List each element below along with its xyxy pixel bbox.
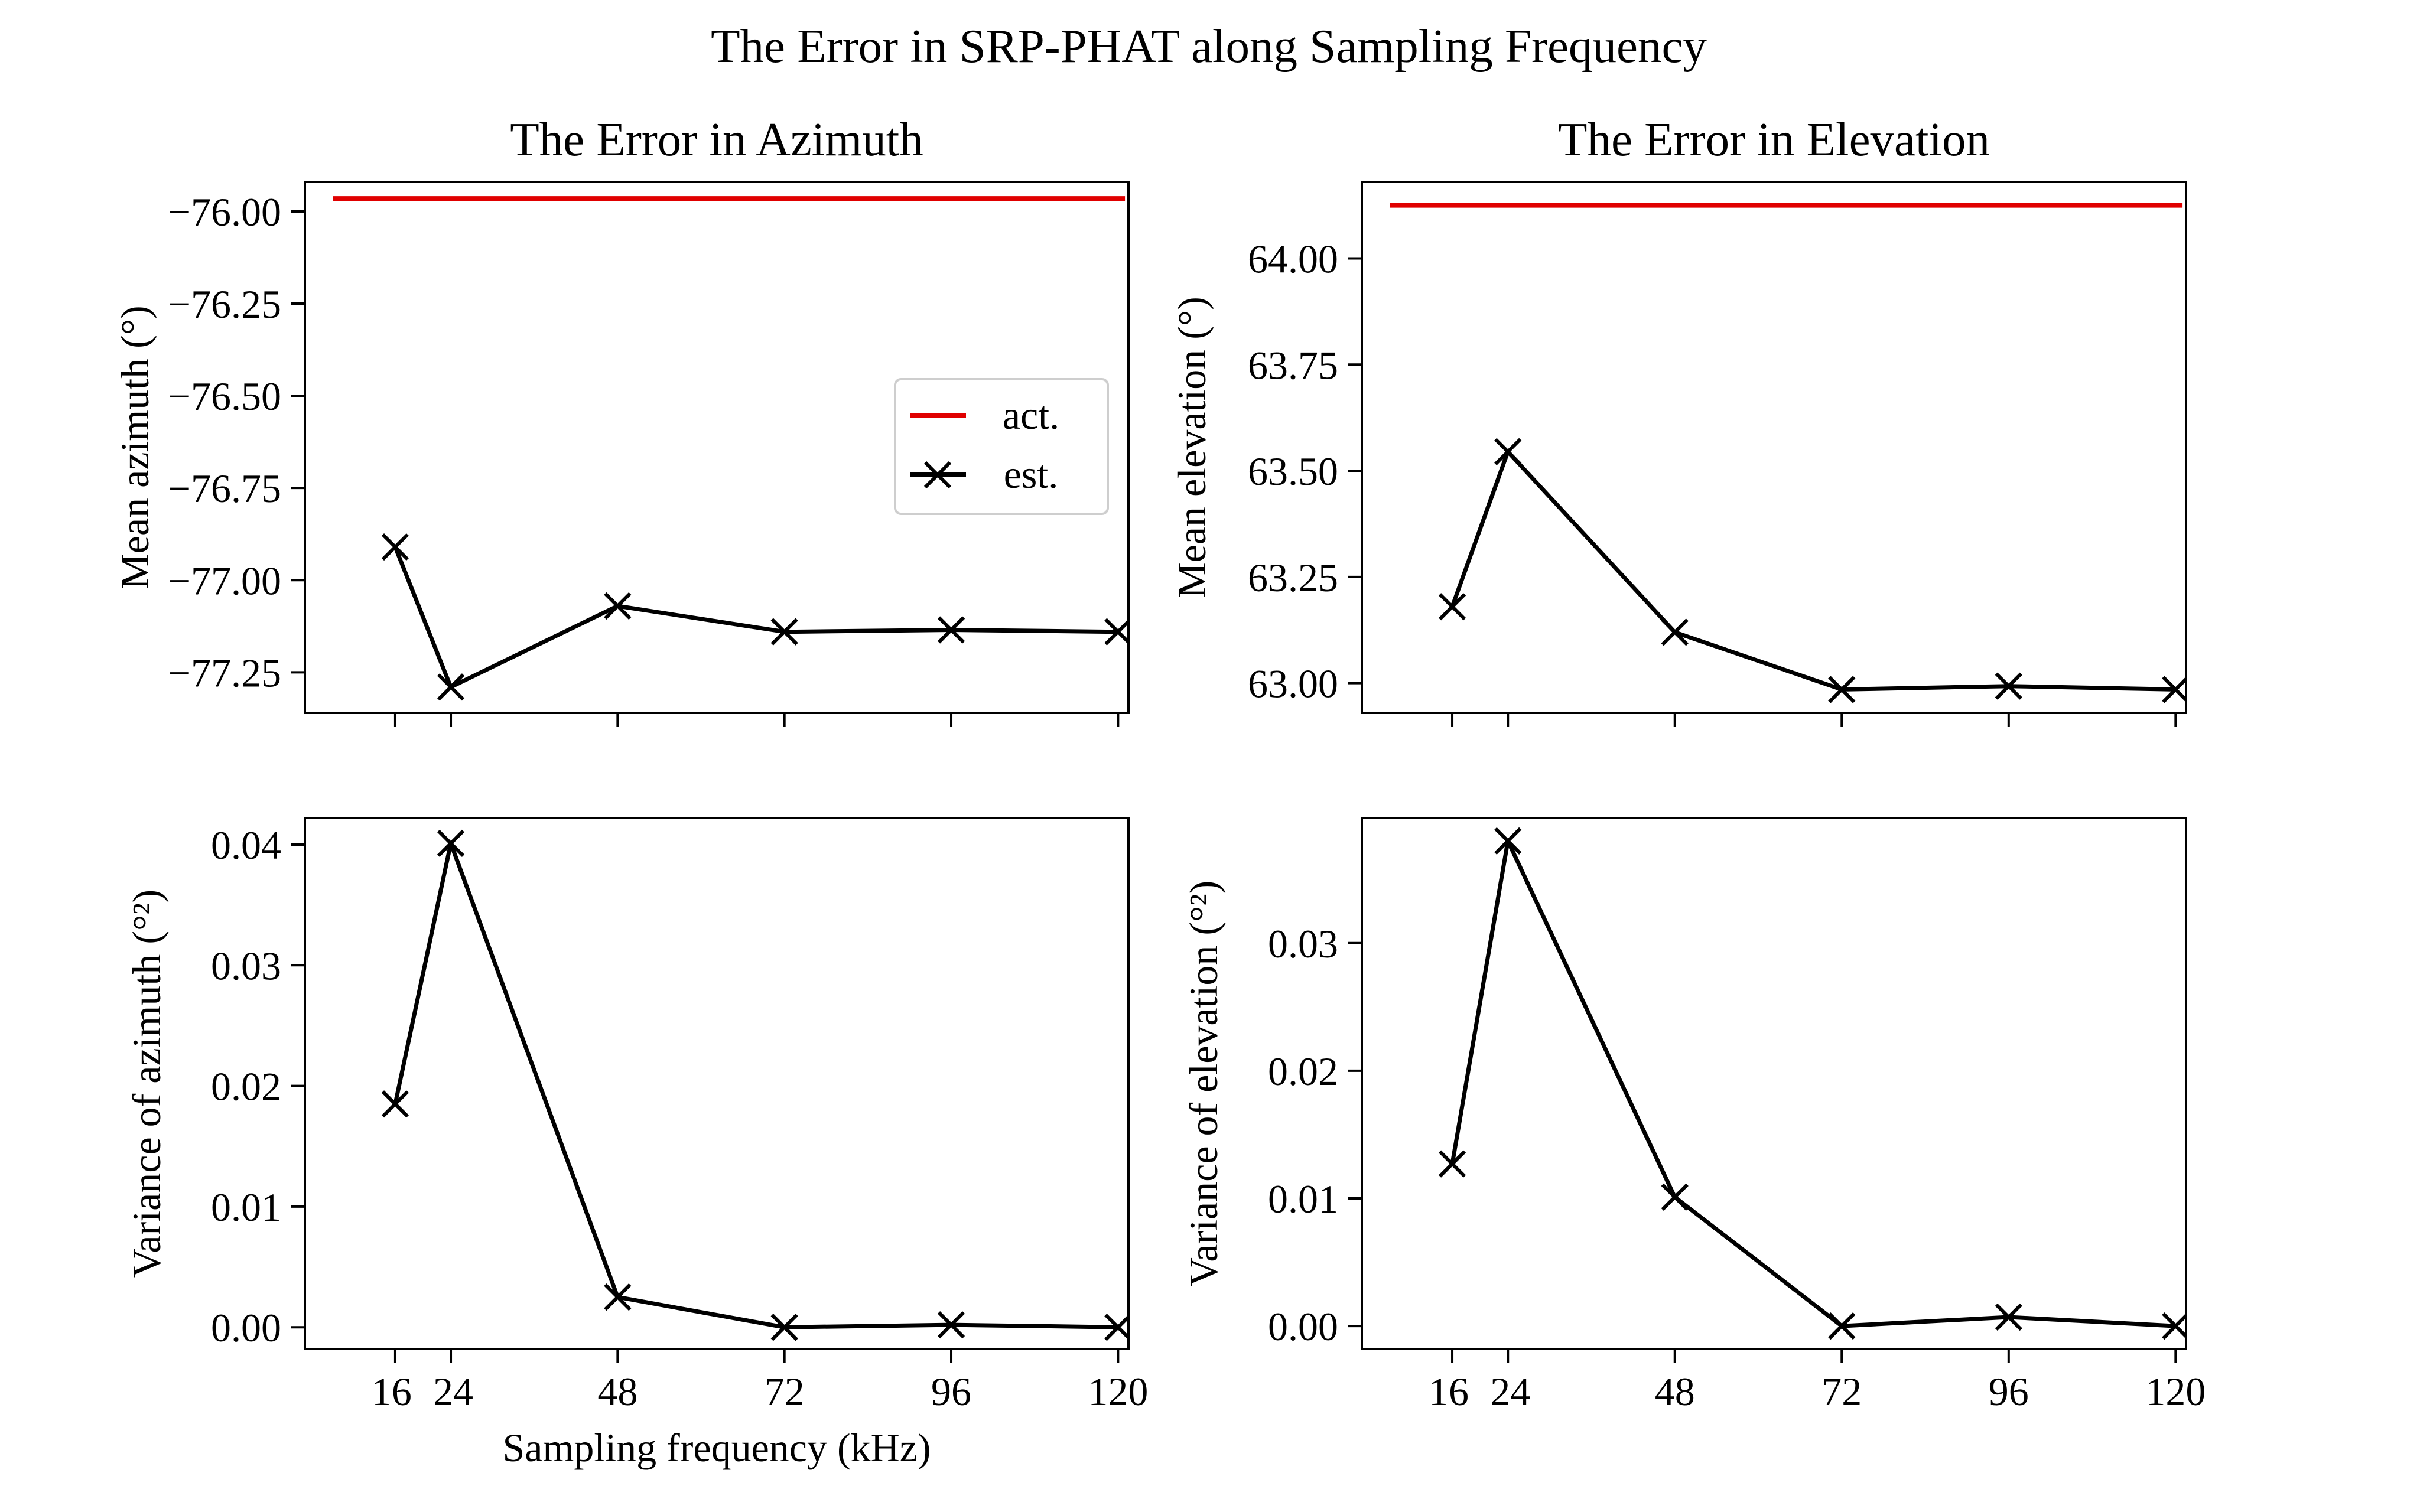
y-tick-label: 0.02 — [211, 1064, 281, 1109]
x-tick-label: 16 — [372, 1369, 412, 1414]
data-point-marker — [1438, 593, 1466, 621]
chart-panel-top-right: 63.00 63.25 63.50 63.75 64.00 The Error in El… — [1169, 113, 2187, 727]
series-line-estimated — [393, 841, 1118, 1329]
x-tick-label: 24 — [1490, 1369, 1530, 1414]
x-tick-label: 120 — [1088, 1369, 1148, 1414]
y-tick-label: 0.01 — [1268, 1177, 1338, 1221]
y-axis-label: Mean azimuth (°) — [112, 305, 157, 589]
legend-label: act. — [1003, 393, 1059, 438]
data-point-marker — [1828, 1312, 1856, 1340]
data-point-marker — [381, 1090, 409, 1118]
y-tick-label: 63.75 — [1248, 343, 1338, 387]
axes-frame — [304, 181, 1130, 714]
y-tick-label: −77.25 — [168, 650, 281, 695]
data-point-marker — [770, 1314, 798, 1341]
y-tick-label: −76.00 — [168, 190, 281, 234]
data-point-marker — [2162, 676, 2186, 703]
chart-panel-bottom-right: 16 24 48 72 96 120 0.00 0.01 0.02 0.03 Variance of… — [1181, 817, 2206, 1414]
x-tick-label: 96 — [1989, 1369, 2029, 1414]
chart-panel-top-left: −76.00 −76.25 −76.50 −76.75 −77.00 −77.25 The … — [112, 113, 1130, 727]
figure-suptitle: The Error in SRP-PHAT along Sampling Fre… — [711, 19, 1707, 73]
data-point-marker — [1494, 827, 1522, 855]
y-axis-label: Mean elevation (°) — [1169, 296, 1214, 598]
y-tick-label: 0.02 — [1268, 1049, 1338, 1094]
y-tick-label: −76.25 — [168, 282, 281, 327]
x-axis-label: Sampling frequency (kHz) — [502, 1425, 931, 1470]
data-point-marker — [1104, 618, 1128, 646]
data-point-marker — [437, 829, 465, 858]
y-tick-label: 63.00 — [1248, 662, 1338, 706]
axes-layer: −76.00 −76.25 −76.50 −76.75 −77.00 −77.25 The … — [112, 113, 2206, 1470]
legend-label: est. — [1004, 452, 1059, 497]
x-tick-label: 24 — [433, 1369, 473, 1414]
data-point-marker — [1494, 438, 1522, 465]
series-group — [333, 196, 1128, 701]
y-tick-label: 0.00 — [1268, 1304, 1338, 1349]
y-tick-label: 64.00 — [1248, 236, 1338, 281]
legend-item: est. — [910, 452, 1058, 497]
data-point-marker — [937, 1311, 965, 1339]
data-point-marker — [1104, 1314, 1128, 1341]
data-point-marker — [770, 618, 798, 646]
x-tick-label: 48 — [1655, 1369, 1695, 1414]
y-axis-label: Variance of azimuth (°²) — [124, 889, 169, 1278]
y-tick-label: 63.50 — [1248, 449, 1338, 494]
y-tick-label: 0.04 — [211, 823, 281, 868]
x-tick-label: 96 — [931, 1369, 971, 1414]
x-tick-label: 16 — [1429, 1369, 1469, 1414]
data-point-marker — [604, 1283, 632, 1311]
data-point-marker — [437, 673, 465, 701]
chart-panel-bottom-left: 16 24 48 72 96 120 0.00 0.01 0.02 0.03 0.04 Samplin… — [124, 817, 1148, 1470]
data-point-marker — [937, 616, 965, 644]
axes-frame — [1361, 817, 2187, 1350]
axes-frame — [1361, 181, 2187, 714]
x-tick-label: 72 — [1821, 1369, 1862, 1414]
series-group — [1390, 203, 2186, 703]
axes-title: The Error in Elevation — [1558, 113, 1990, 166]
data-point-marker — [1661, 618, 1689, 646]
data-point-marker — [1828, 676, 1856, 703]
series-group — [1438, 827, 2186, 1340]
data-point-marker — [1995, 1303, 2022, 1331]
y-tick-label: 63.25 — [1248, 555, 1338, 600]
x-tick-label: 48 — [597, 1369, 637, 1414]
y-tick-label: −77.00 — [168, 558, 281, 603]
y-tick-label: 0.01 — [211, 1185, 281, 1230]
legend-frame — [894, 378, 1109, 515]
data-point-marker — [2162, 1312, 2186, 1340]
legend: act. est. — [894, 378, 1109, 515]
y-tick-label: 0.03 — [1268, 921, 1338, 966]
data-point-marker — [381, 533, 409, 561]
y-axis-label: Variance of elevation (°²) — [1181, 881, 1226, 1287]
series-line-estimated — [1450, 449, 2176, 692]
x-tick-label: 120 — [2145, 1369, 2206, 1414]
y-tick-label: 0.00 — [211, 1305, 281, 1350]
series-group — [381, 829, 1128, 1341]
data-point-marker — [1661, 1183, 1689, 1211]
axes-frame — [304, 817, 1130, 1350]
y-tick-label: −76.75 — [168, 466, 281, 511]
legend-marker — [923, 461, 952, 489]
y-tick-label: 0.03 — [211, 943, 281, 988]
legend-item: act. — [910, 393, 1059, 438]
series-line-estimated — [1450, 839, 2176, 1328]
data-point-marker — [1995, 672, 2022, 700]
series-line-estimated — [393, 546, 1118, 689]
data-point-marker — [604, 592, 632, 620]
x-tick-label: 72 — [765, 1369, 805, 1414]
y-tick-label: −76.50 — [168, 374, 281, 419]
data-point-marker — [1438, 1150, 1466, 1178]
axes-title: The Error in Azimuth — [510, 113, 923, 166]
